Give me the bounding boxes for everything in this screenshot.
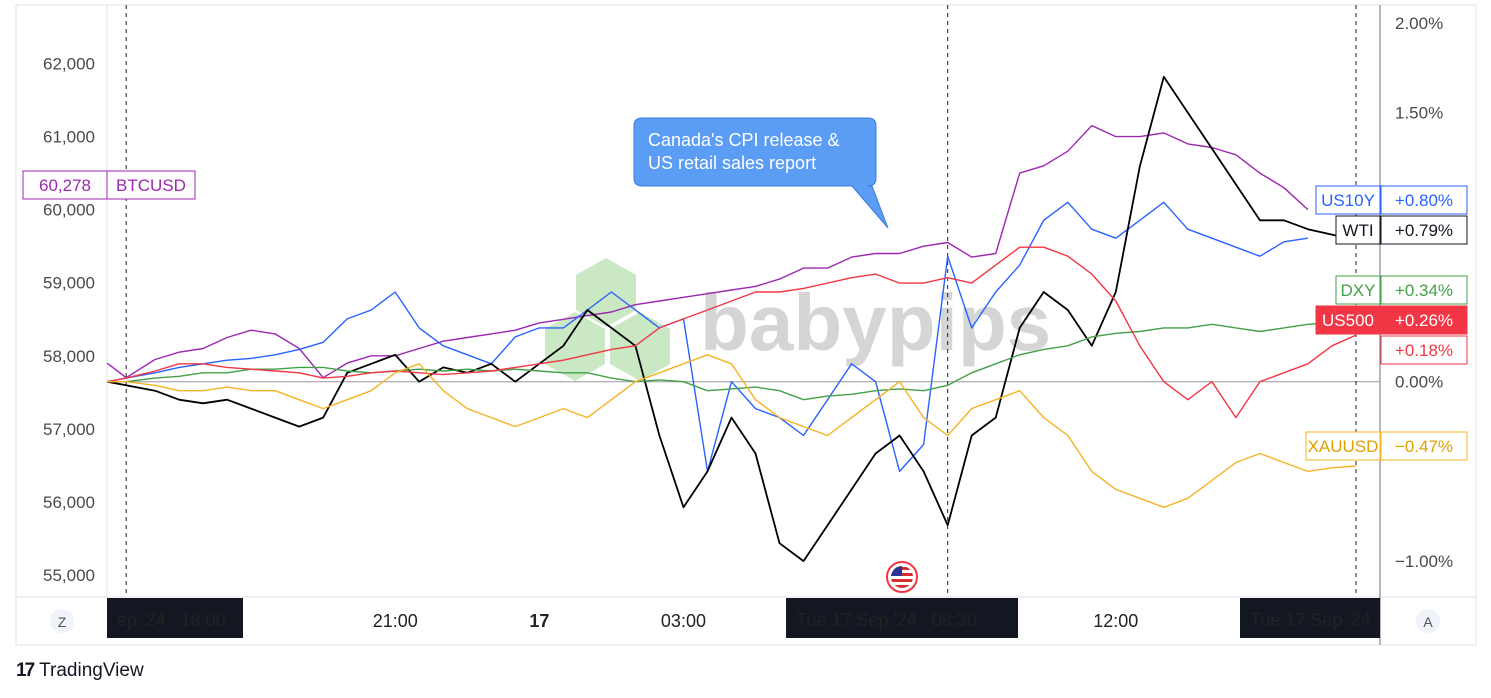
watermark-text: babypips	[700, 278, 1051, 367]
x-highlight-label: Tue 17 Sep '24 08:30	[796, 610, 977, 630]
btc-value-tag	[22, 170, 108, 200]
auto-scale-button-bg	[1416, 609, 1440, 633]
btc-name-tag	[106, 170, 196, 200]
series-name-tag-label: US10Y	[1321, 191, 1375, 210]
series-value-tag	[1380, 275, 1468, 305]
x-highlight-box	[107, 598, 243, 638]
us-flag-icon[interactable]	[886, 561, 918, 593]
series-line-dxy	[107, 320, 1357, 401]
left-tick-label: 57,000	[43, 420, 95, 439]
x-highlight-label: Tue 17 Sep '24	[1250, 610, 1371, 630]
series-name-tag	[1315, 185, 1381, 215]
series-value-tag-label: +0.80%	[1395, 191, 1453, 210]
annotation-line-1: Canada's CPI release &	[648, 130, 840, 150]
series-value-tag	[1380, 215, 1468, 245]
series-value-tag	[1380, 335, 1468, 365]
watermark-hex-2	[545, 312, 605, 381]
timezone-button-bg	[50, 609, 74, 633]
series-name-tag-label: DXY	[1341, 281, 1376, 300]
x-axis-highlight-labels: ep '24 18:00 Tue 17 Sep '24 08:30 Tue 17 S…	[107, 598, 1380, 638]
x-tick-label: 12:00	[1093, 611, 1138, 631]
tradingview-brand[interactable]: 17 TradingView	[16, 660, 144, 682]
series-value-tag	[1380, 305, 1468, 335]
auto-scale-button[interactable]: A	[1416, 609, 1440, 633]
x-tick-label: 03:00	[661, 611, 706, 631]
right-tick-label: 1.50%	[1395, 104, 1443, 123]
watermark: babypips	[545, 258, 1051, 381]
x-tick-label: 17	[529, 611, 549, 631]
series-line-xauusd	[107, 354, 1357, 508]
annotation-bubble	[633, 117, 889, 229]
right-tick-label: −1.00%	[1395, 552, 1453, 571]
right-tick-label: 2.00%	[1395, 14, 1443, 33]
series-line-wti	[106, 75, 1357, 562]
series-value-tag-label: +0.18%	[1395, 341, 1453, 360]
left-tick-label: 61,000	[43, 128, 95, 147]
series-name-tag	[1335, 275, 1381, 305]
series-value-tag-label: +0.26%	[1395, 311, 1453, 330]
btc-value-tag-label: 60,278	[39, 176, 91, 195]
right-tick-label: 0.00%	[1395, 373, 1443, 392]
left-tick-label: 60,000	[43, 201, 95, 220]
left-tick-label: 58,000	[43, 347, 95, 366]
x-highlight-box	[1240, 598, 1380, 638]
timezone-button[interactable]: Z	[50, 609, 74, 633]
x-highlight-box	[786, 598, 1018, 638]
x-tick-label: 21:00	[373, 611, 418, 631]
right-axis-tags: US10Y +0.80% WTI +0.79% DXY +0.34% US500 +0.26%…	[1305, 185, 1468, 461]
series-value-tag-label: +0.34%	[1395, 281, 1453, 300]
series-name-tag-label: XAUUSD	[1308, 437, 1379, 456]
btc-name-tag-label: BTCUSD	[116, 176, 186, 195]
annotation-callout: Canada's CPI release & US retail sales r…	[633, 117, 889, 229]
series-name-tag	[1315, 305, 1381, 335]
annotation-line-2: US retail sales report	[648, 153, 816, 173]
timezone-button-label: Z	[58, 614, 67, 630]
x-highlight-label: ep '24 18:00	[117, 610, 226, 630]
series-line-us500	[106, 246, 1357, 419]
watermark-hex-3	[610, 312, 670, 381]
left-tick-label: 62,000	[43, 54, 95, 73]
left-tick-label: 55,000	[43, 566, 95, 585]
left-tick-label: 59,000	[43, 274, 95, 293]
series-value-tag	[1380, 185, 1468, 215]
chart-frame	[15, 4, 1477, 646]
auto-scale-button-label: A	[1423, 614, 1433, 630]
left-axis-ticks: 62,000 61,000 60,000 59,000 58,000 57,000 56,0…	[43, 54, 95, 585]
tradingview-logo-icon: 17	[16, 660, 35, 681]
left-axis-tag: 60,278 BTCUSD	[22, 170, 196, 200]
series-name-tag-label: WTI	[1342, 221, 1373, 240]
series-line-btcusd	[106, 124, 1309, 379]
series-name-tag	[1305, 431, 1381, 461]
series-value-tag	[1380, 431, 1468, 461]
series-name-tag-label: US500	[1322, 311, 1374, 330]
left-tick-label: 56,000	[43, 493, 95, 512]
series-value-tag-label: +0.79%	[1395, 221, 1453, 240]
series-name-tag	[1335, 215, 1381, 245]
series-value-tag-label: −0.47%	[1395, 437, 1453, 456]
series-layer	[106, 75, 1357, 562]
tradingview-brand-name: TradingView	[39, 660, 144, 681]
